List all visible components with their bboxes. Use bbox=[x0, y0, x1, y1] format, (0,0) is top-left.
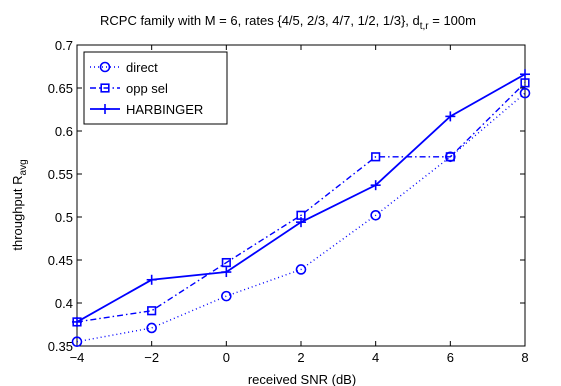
series-line-direct bbox=[76, 92, 526, 343]
legend-label-direct: direct bbox=[126, 60, 158, 75]
legend-marker-opp-sel bbox=[100, 83, 110, 93]
y-axis-label-main: throughput R bbox=[10, 175, 25, 250]
y-tick-label: 0.65 bbox=[48, 81, 73, 96]
point-harbinger bbox=[520, 69, 530, 80]
y-axis-label: throughput Ravg bbox=[10, 159, 29, 250]
chart-title-main: RCPC family with M = 6, rates {4/5, 2/3,… bbox=[100, 13, 420, 28]
y-tick-label: 0.6 bbox=[55, 124, 73, 139]
y-tick-label: 0.35 bbox=[48, 339, 73, 354]
y-tick-label: 0.4 bbox=[55, 296, 73, 311]
legend-label-harbinger: HARBINGER bbox=[126, 102, 203, 117]
point-direct bbox=[519, 87, 531, 99]
legend-marker-direct bbox=[99, 61, 111, 73]
x-tick-label: −4 bbox=[70, 350, 85, 365]
point-opp-sel bbox=[371, 152, 381, 162]
legend: direct opp sel HARBINGER bbox=[83, 51, 228, 125]
chart-title-subscript: t,r bbox=[420, 21, 430, 32]
series-line-opp-sel bbox=[76, 82, 526, 323]
x-axis-label: received SNR (dB) bbox=[248, 372, 356, 386]
y-tick-label: 0.7 bbox=[55, 38, 73, 53]
point-direct bbox=[370, 209, 381, 221]
point-direct bbox=[71, 336, 83, 348]
point-harbinger bbox=[146, 274, 157, 285]
point-direct bbox=[146, 322, 157, 334]
x-tick-label: 0 bbox=[223, 350, 230, 365]
chart-title-tail: = 100m bbox=[429, 13, 476, 28]
point-harbinger bbox=[296, 217, 306, 228]
point-harbinger bbox=[445, 111, 456, 122]
x-tick-label: −2 bbox=[144, 350, 159, 365]
y-axis-label-subscript: avg bbox=[18, 159, 29, 175]
point-harbinger bbox=[370, 180, 381, 191]
series-harbinger bbox=[72, 69, 530, 327]
y-tick-label: 0.5 bbox=[55, 210, 73, 225]
legend-marker-harbinger bbox=[100, 104, 110, 114]
x-tick-label: 2 bbox=[297, 350, 304, 365]
point-opp-sel bbox=[147, 306, 157, 316]
chart-title: RCPC family with M = 6, rates {4/5, 2/3,… bbox=[100, 13, 476, 32]
x-tick-label: 4 bbox=[372, 350, 379, 365]
x-tick-label: 8 bbox=[521, 350, 528, 365]
y-tick-label: 0.55 bbox=[48, 167, 73, 182]
y-tick-label: 0.45 bbox=[48, 253, 73, 268]
point-harbinger bbox=[221, 267, 232, 278]
legend-label-opp-sel: opp sel bbox=[126, 81, 168, 96]
point-opp-sel bbox=[445, 152, 455, 162]
point-direct bbox=[295, 264, 307, 275]
svg-text:throughput Ravg: throughput Ravg bbox=[10, 159, 29, 250]
point-opp-sel bbox=[221, 257, 231, 268]
point-direct bbox=[221, 290, 232, 302]
x-tick-label: 6 bbox=[447, 350, 454, 365]
point-harbinger bbox=[72, 316, 82, 327]
